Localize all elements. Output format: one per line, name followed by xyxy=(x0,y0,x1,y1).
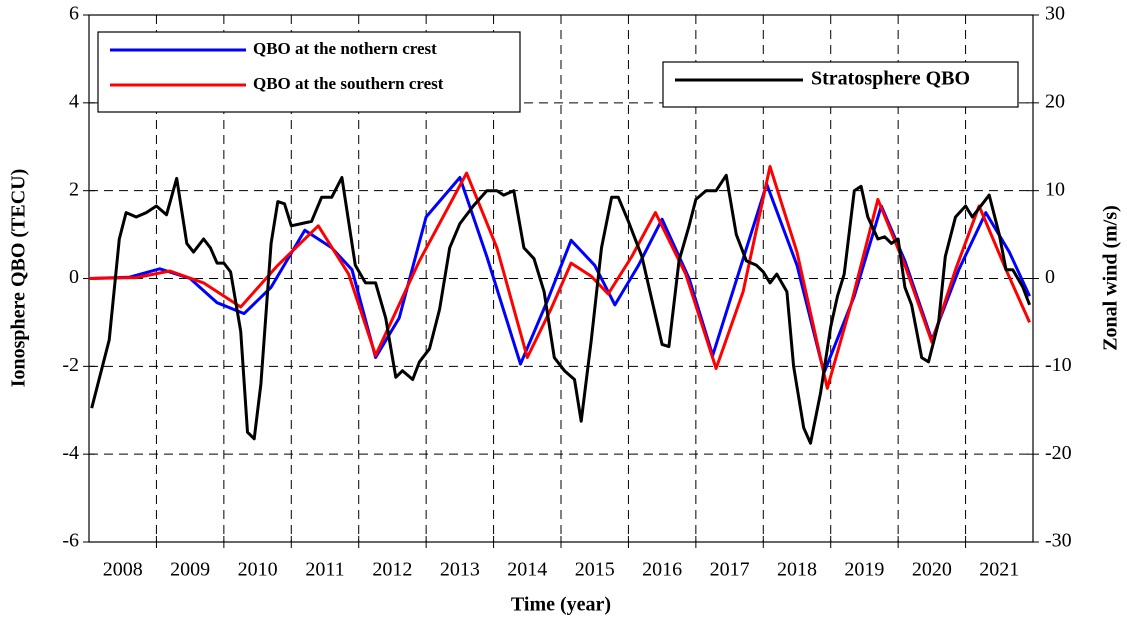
x-tick-label: 2012 xyxy=(372,559,412,581)
y-tick-label: -6 xyxy=(62,530,79,552)
x-tick-label: 2013 xyxy=(440,559,480,581)
y-tick-label: 2 xyxy=(69,178,79,200)
y-tick-label: 6 xyxy=(69,3,79,25)
x-tick-label: 2018 xyxy=(777,559,817,581)
y2-tick-label: 10 xyxy=(1045,178,1065,200)
x-tick-label: 2009 xyxy=(170,559,210,581)
x-tick-label: 2021 xyxy=(979,559,1019,581)
x-tick-label: 2014 xyxy=(507,559,547,581)
x-tick-label: 2011 xyxy=(305,559,344,581)
x-tick-label: 2008 xyxy=(103,559,143,581)
y2-tick-label: 20 xyxy=(1045,90,1065,112)
x-tick-label: 2010 xyxy=(238,559,278,581)
x-tick-label: 2016 xyxy=(642,559,682,581)
x-tick-label: 2017 xyxy=(710,559,750,581)
legend-label: QBO at the southern crest xyxy=(253,74,444,93)
y-tick-label: 4 xyxy=(69,90,79,112)
x-axis-label: Time (year) xyxy=(511,594,611,616)
y2-tick-label: 30 xyxy=(1045,3,1065,25)
y2-tick-label: -30 xyxy=(1045,530,1072,552)
y2-tick-label: -10 xyxy=(1045,354,1072,376)
legend-box xyxy=(662,61,1019,108)
y-tick-label: -2 xyxy=(62,354,79,376)
y2-tick-label: -20 xyxy=(1045,442,1072,464)
x-tick-label: 2019 xyxy=(844,559,884,581)
y-tick-label: -4 xyxy=(62,442,79,464)
x-tick-label: 2015 xyxy=(575,559,615,581)
x-tick-label: 2020 xyxy=(912,559,952,581)
y-tick-label: 0 xyxy=(69,266,79,288)
y-axis-label: Ionosphere QBO (TECU) xyxy=(8,169,30,388)
legend-label: Stratosphere QBO xyxy=(811,68,970,90)
legend-label: QBO at the nothern crest xyxy=(253,39,437,58)
series-line xyxy=(90,173,1032,445)
y2-axis-label: Zonal wind (m/s) xyxy=(1100,205,1122,351)
series-line xyxy=(88,165,1031,390)
legend-box xyxy=(97,31,521,113)
y2-tick-label: 0 xyxy=(1045,266,1055,288)
